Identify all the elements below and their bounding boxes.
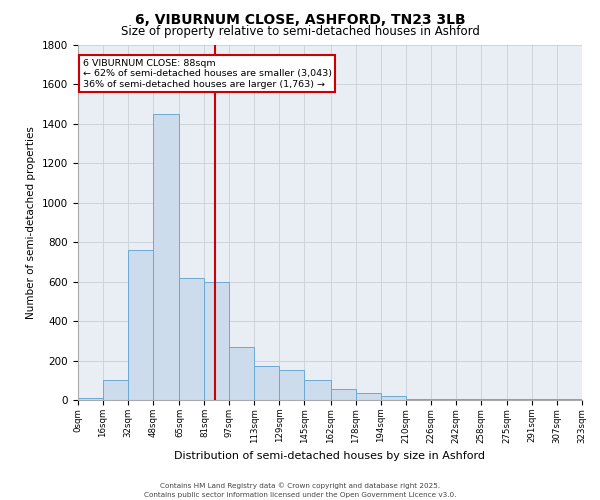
Bar <box>557 399 582 400</box>
Bar <box>406 399 431 400</box>
Bar <box>331 389 356 400</box>
Bar <box>381 396 406 400</box>
Text: Contains HM Land Registry data © Crown copyright and database right 2025.
Contai: Contains HM Land Registry data © Crown c… <box>144 482 456 498</box>
Bar <box>507 399 532 400</box>
Text: 6 VIBURNUM CLOSE: 88sqm
← 62% of semi-detached houses are smaller (3,043)
36% of: 6 VIBURNUM CLOSE: 88sqm ← 62% of semi-de… <box>83 59 332 88</box>
Bar <box>279 370 304 400</box>
X-axis label: Distribution of semi-detached houses by size in Ashford: Distribution of semi-detached houses by … <box>175 451 485 461</box>
Bar <box>431 399 455 400</box>
Bar <box>128 250 153 400</box>
Text: Size of property relative to semi-detached houses in Ashford: Size of property relative to semi-detach… <box>121 25 479 38</box>
Bar <box>205 282 229 400</box>
Bar <box>229 347 254 400</box>
Bar <box>455 399 481 400</box>
Bar <box>103 380 128 400</box>
Bar <box>254 366 279 400</box>
Bar <box>532 399 557 400</box>
Text: 6, VIBURNUM CLOSE, ASHFORD, TN23 3LB: 6, VIBURNUM CLOSE, ASHFORD, TN23 3LB <box>134 12 466 26</box>
Bar <box>356 393 381 400</box>
Bar <box>304 380 331 400</box>
Bar <box>153 114 179 400</box>
Bar <box>179 278 205 400</box>
Bar <box>481 399 507 400</box>
Y-axis label: Number of semi-detached properties: Number of semi-detached properties <box>26 126 37 319</box>
Bar <box>78 398 103 400</box>
